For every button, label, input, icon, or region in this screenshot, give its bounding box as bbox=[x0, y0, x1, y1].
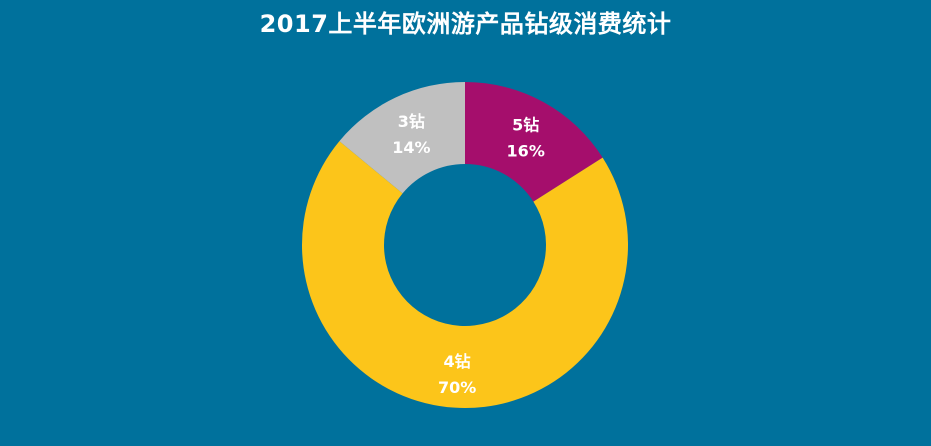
slice-value-label: 16% bbox=[507, 142, 545, 161]
slice-value-label: 70% bbox=[438, 378, 476, 397]
slice-category-label: 4钻 bbox=[444, 352, 471, 371]
chart-title: 2017上半年欧洲游产品钻级消费统计 bbox=[259, 10, 672, 38]
slice-value-label: 14% bbox=[392, 138, 430, 157]
donut-slice-2 bbox=[301, 141, 628, 408]
labels-layer: 5钻 16% 4钻 70% 3钻 14% bbox=[392, 112, 545, 397]
slice-category-label: 3钻 bbox=[398, 112, 425, 131]
donut-slice-1 bbox=[465, 82, 603, 202]
slices-layer bbox=[301, 82, 628, 408]
donut-slice-3 bbox=[339, 82, 465, 194]
slice-category-label: 5钻 bbox=[512, 116, 539, 135]
